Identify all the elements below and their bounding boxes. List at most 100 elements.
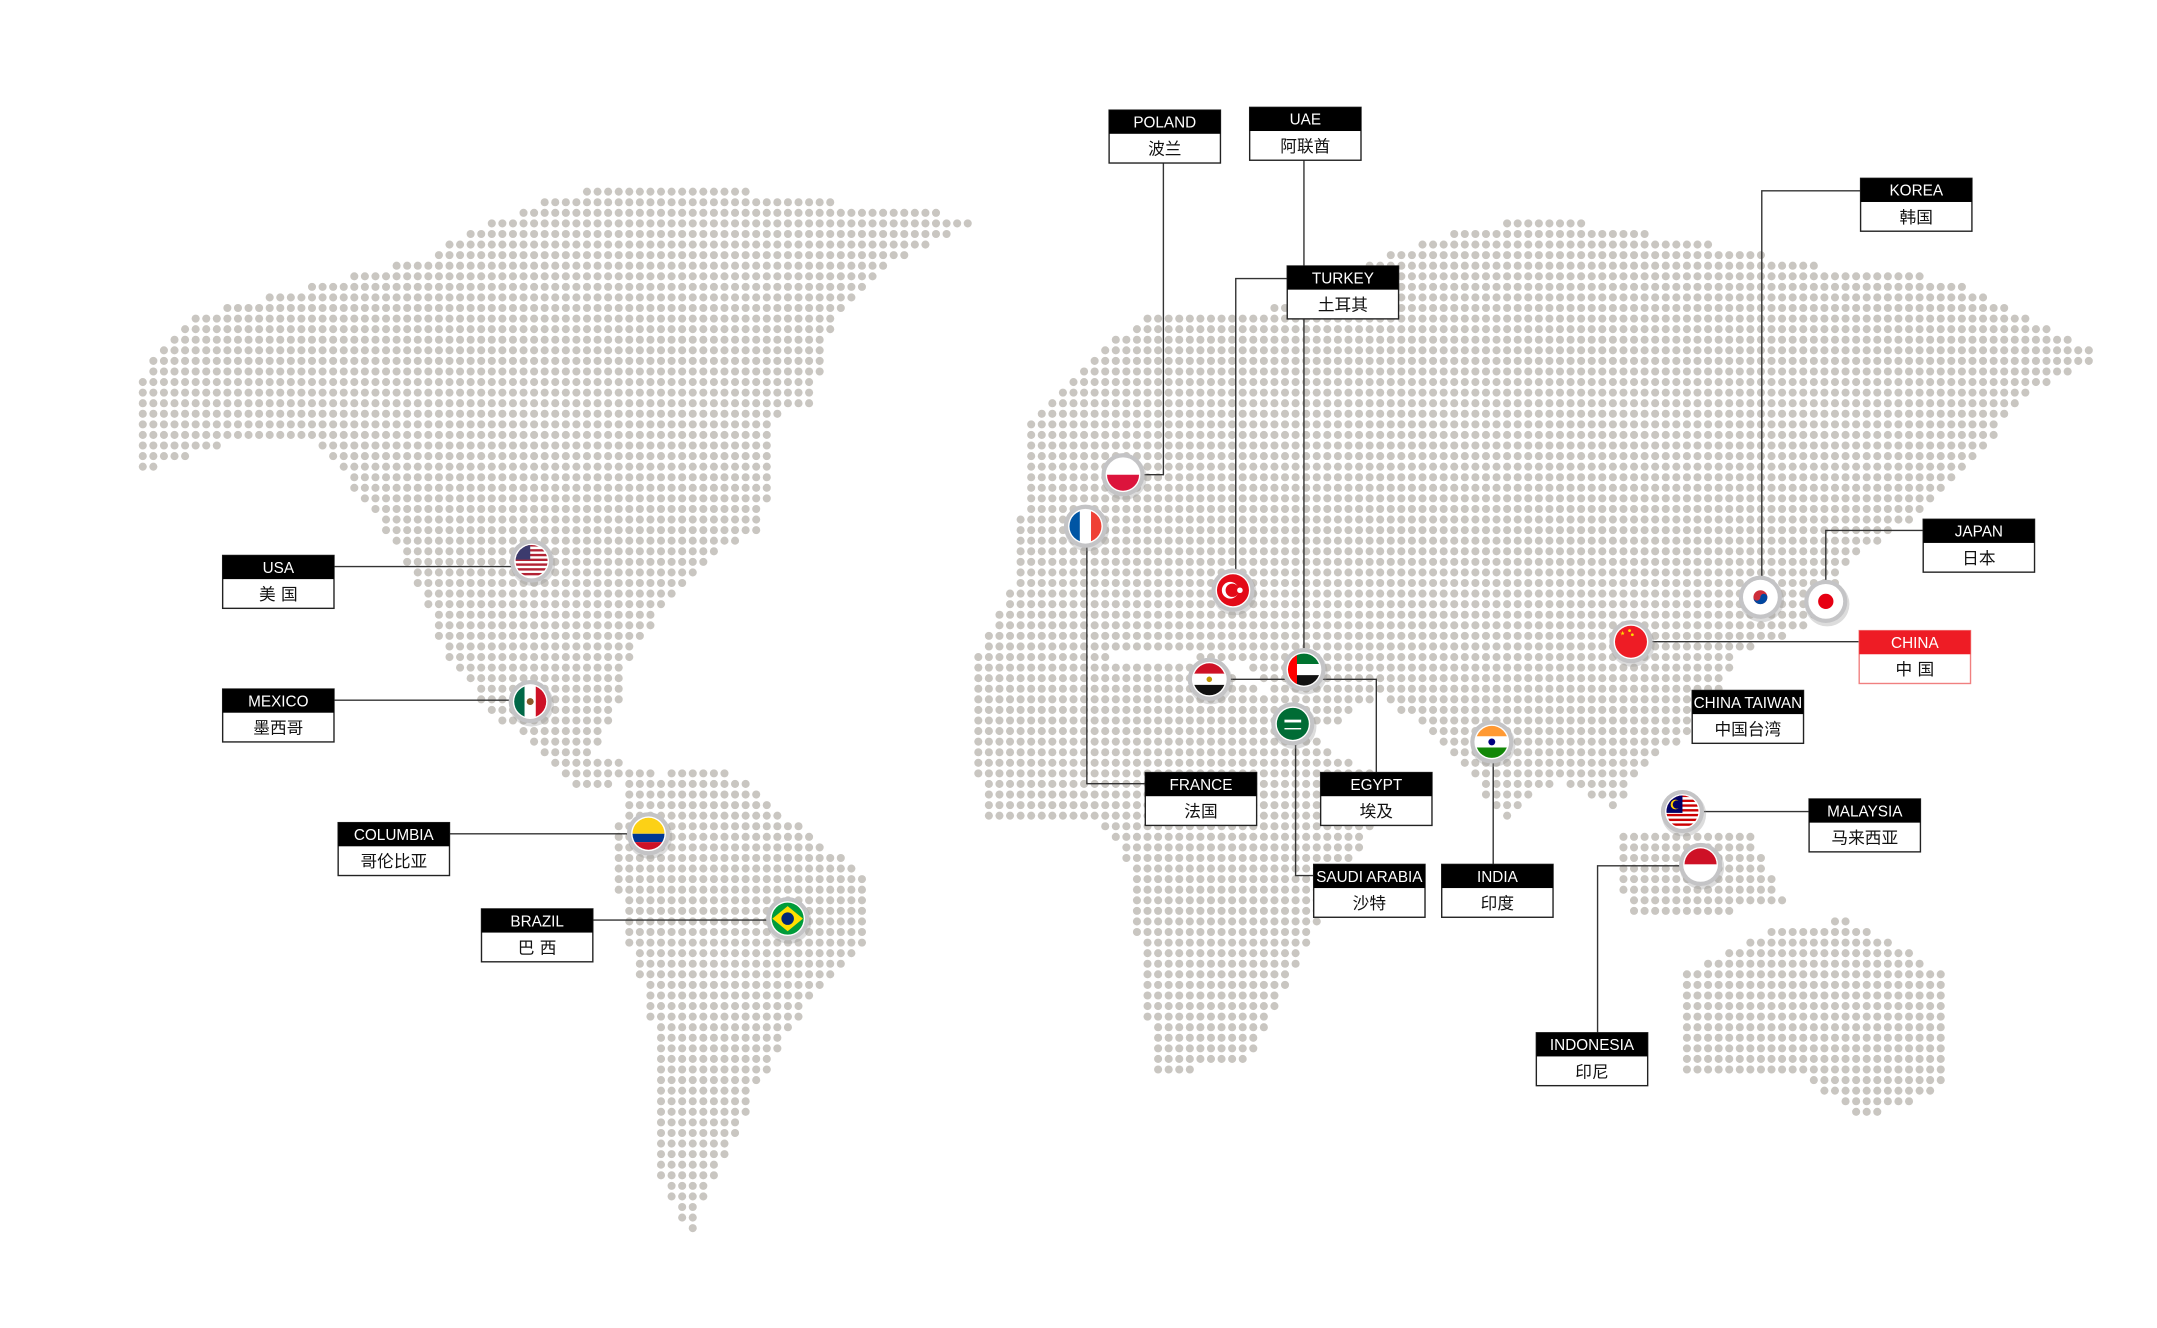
map-dot	[1862, 325, 1871, 334]
map-dot	[1376, 547, 1385, 556]
map-dot	[1397, 409, 1406, 418]
map-dot	[752, 293, 761, 302]
map-dot	[1524, 578, 1533, 588]
map-dot	[1629, 335, 1639, 344]
map-dot	[540, 399, 549, 408]
map-dot	[1788, 399, 1797, 408]
map-dot	[371, 272, 380, 281]
map-dot	[1915, 367, 1924, 376]
map-dot	[1228, 557, 1237, 566]
map-dot	[1206, 346, 1216, 355]
map-dot	[741, 399, 750, 408]
map-dot	[1291, 504, 1300, 514]
map-dot	[2010, 314, 2019, 323]
map-dot	[1217, 388, 1226, 397]
map-dot	[1090, 578, 1099, 588]
map-dot	[1407, 388, 1416, 397]
map-dot	[1027, 430, 1036, 439]
map-dot	[508, 621, 517, 630]
map-dot	[1566, 483, 1575, 492]
map-dot	[1249, 356, 1258, 365]
map-dot	[1259, 314, 1268, 323]
map-dot	[741, 198, 750, 207]
map-dot	[1735, 473, 1744, 482]
map-dot	[731, 378, 740, 387]
map-dot	[699, 420, 708, 429]
map-dot	[1058, 536, 1067, 545]
map-dot	[445, 557, 454, 566]
map-dot	[487, 462, 496, 471]
map-dot	[614, 229, 623, 239]
map-dot	[1566, 293, 1575, 302]
map-dot	[1524, 473, 1533, 482]
map-dot	[678, 261, 687, 270]
map-dot	[1714, 261, 1723, 270]
map-dot	[1608, 229, 1617, 239]
map-dot	[1503, 303, 1512, 313]
map-dot	[1238, 452, 1247, 461]
map-dot	[1682, 483, 1691, 492]
map-dot	[1280, 557, 1290, 566]
map-dot	[1883, 409, 1892, 418]
map-dot	[889, 219, 898, 228]
map-dot	[1672, 536, 1681, 545]
map-dot	[1693, 441, 1702, 450]
map-dot	[1947, 282, 1956, 291]
map-dot	[1450, 420, 1459, 429]
map-dot	[1566, 441, 1575, 450]
map-dot	[1534, 589, 1543, 598]
map-dot	[1450, 462, 1459, 471]
map-dot	[1629, 452, 1639, 461]
map-dot	[1164, 631, 1173, 640]
map-dot	[551, 610, 560, 619]
map-dot	[1037, 547, 1046, 556]
map-dot	[1228, 399, 1237, 408]
map-dot	[1048, 452, 1057, 461]
map-dot	[1883, 303, 1892, 313]
map-dot	[1830, 547, 1840, 556]
map-dot	[1756, 441, 1765, 450]
map-dot	[1365, 568, 1374, 577]
map-dot	[445, 335, 454, 344]
map-dot	[1725, 462, 1734, 471]
map-dot	[2042, 356, 2051, 365]
map-dot	[1344, 378, 1353, 387]
map-dot	[1407, 272, 1416, 281]
map-dot	[1503, 430, 1512, 439]
map-dot	[815, 229, 824, 239]
map-dot	[1280, 578, 1290, 588]
map-dot	[1101, 409, 1110, 418]
map-dot	[1598, 568, 1607, 577]
map-dot	[1111, 589, 1120, 598]
map-dot	[1873, 462, 1882, 471]
map-dot	[1481, 441, 1490, 450]
map-dot	[1344, 325, 1353, 334]
map-dot	[456, 282, 465, 291]
map-dot	[1640, 578, 1649, 588]
map-dot	[1566, 420, 1575, 429]
map-dot	[1355, 610, 1364, 619]
map-dot	[857, 208, 867, 217]
map-dot	[1968, 420, 1977, 429]
map-dot	[1555, 409, 1565, 418]
map-dot	[720, 536, 729, 545]
map-dot	[159, 430, 168, 439]
map-dot	[403, 420, 412, 429]
map-dot	[1323, 399, 1332, 408]
map-dot	[1503, 515, 1512, 524]
map-dot	[233, 367, 243, 376]
map-dot	[519, 430, 528, 439]
map-dot	[1545, 240, 1554, 249]
map-dot	[1090, 557, 1099, 566]
map-dot	[519, 610, 528, 619]
map-dot	[276, 346, 285, 355]
map-dot	[1820, 282, 1829, 291]
map-dot	[572, 325, 581, 334]
map-dot	[1132, 610, 1141, 619]
map-dot	[1323, 388, 1332, 397]
map-dot	[508, 452, 517, 461]
map-dot	[1566, 462, 1575, 471]
map-dot	[1429, 261, 1438, 270]
map-dot	[847, 293, 856, 302]
map-dot	[202, 367, 211, 376]
